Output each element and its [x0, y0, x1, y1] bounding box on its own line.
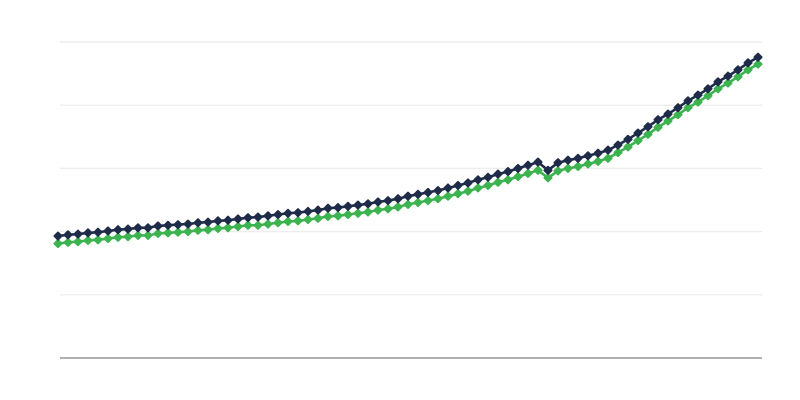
green-series-line [56, 62, 760, 245]
navy-series-line [56, 55, 760, 238]
green-series-markers [53, 59, 763, 249]
navy-series-markers [53, 52, 763, 241]
